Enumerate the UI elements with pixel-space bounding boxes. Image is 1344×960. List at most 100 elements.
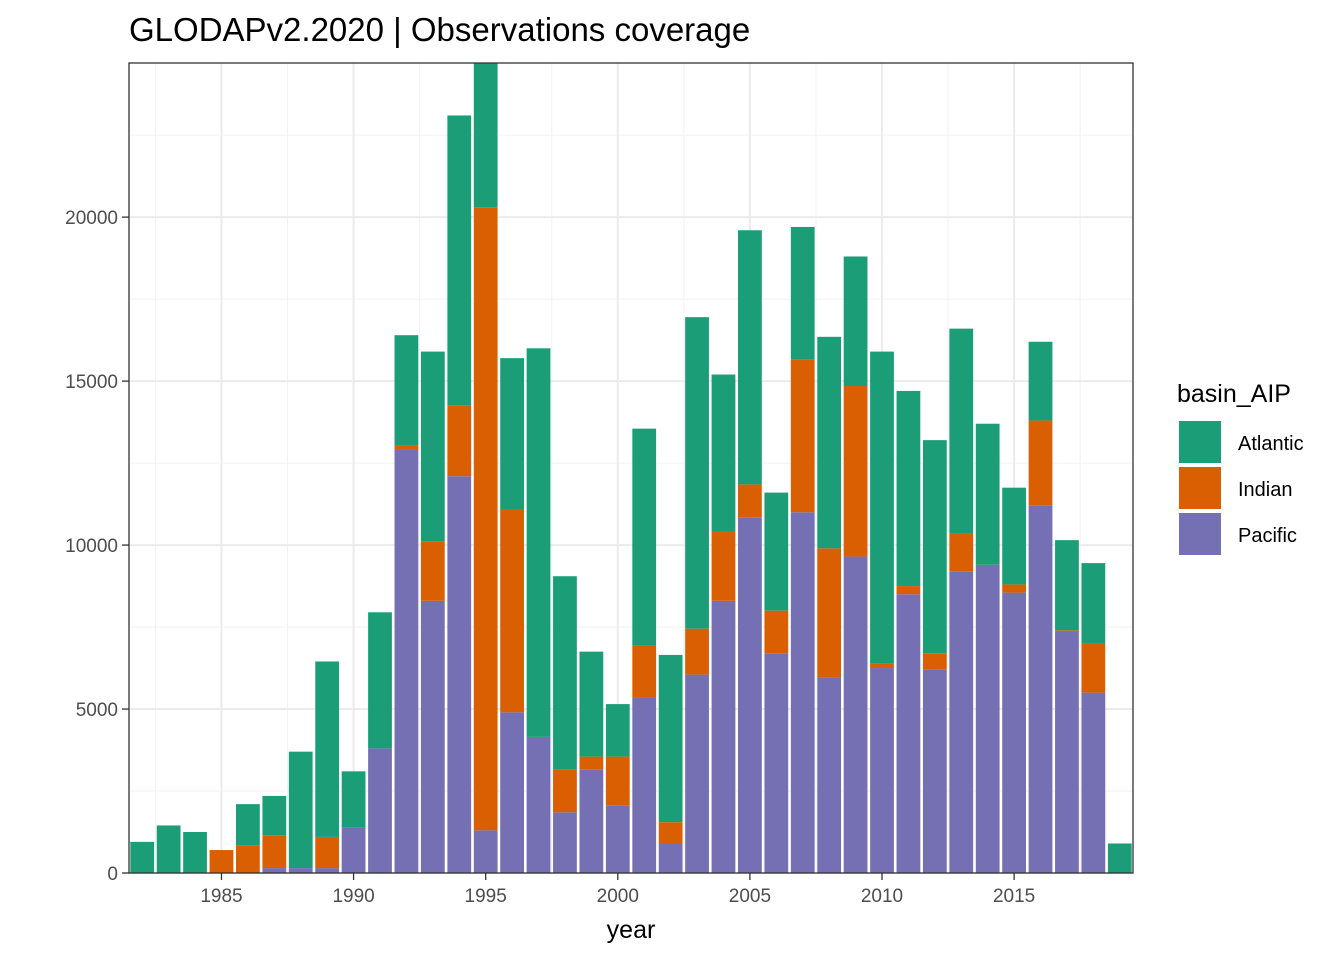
bar-pacific-1989	[315, 868, 340, 873]
bar-indian-2005	[738, 484, 762, 518]
bar-pacific-1993	[420, 600, 445, 873]
bar-pacific-1994	[447, 476, 472, 873]
bar-indian-1985	[209, 850, 234, 873]
bar-pacific-1991	[368, 748, 392, 873]
bar-pacific-1998	[553, 812, 577, 873]
bar-pacific-2014	[975, 564, 1000, 873]
legend-key-pacific	[1179, 513, 1221, 555]
bar-atlantic-2014	[975, 423, 1000, 565]
bar-atlantic-2001	[632, 428, 657, 646]
bar-pacific-2002	[658, 843, 683, 873]
bar-atlantic-2003	[685, 317, 709, 629]
bar-pacific-2017	[1055, 631, 1079, 873]
bar-pacific-1997	[526, 736, 551, 873]
bar-indian-1996	[500, 508, 524, 713]
legend: basin_AIP Atlantic Indian Pacific	[1177, 380, 1304, 555]
bar-atlantic-1992	[394, 335, 419, 446]
legend-label-atlantic: Atlantic	[1238, 433, 1304, 455]
y-tick-label: 0	[107, 864, 118, 885]
bar-pacific-1988	[288, 868, 313, 873]
x-tick-label: 2015	[993, 886, 1035, 907]
bar-pacific-2016	[1028, 505, 1053, 873]
bar-indian-1993	[420, 541, 445, 601]
x-tick-label: 1990	[332, 886, 374, 907]
bar-atlantic-1983	[156, 825, 181, 873]
bar-indian-1999	[579, 756, 604, 770]
bar-atlantic-2016	[1028, 341, 1053, 421]
bar-atlantic-2011	[896, 390, 921, 587]
bar-indian-2010	[870, 663, 894, 669]
bar-pacific-1987	[262, 868, 287, 873]
bar-atlantic-2013	[949, 328, 974, 534]
chart-title: GLODAPv2.2020 | Observations coverage	[129, 11, 750, 48]
bar-indian-2000	[605, 756, 630, 806]
bar-atlantic-1997	[526, 348, 551, 737]
bar-atlantic-2002	[658, 654, 683, 823]
bar-atlantic-2017	[1055, 540, 1079, 631]
bar-pacific-2000	[605, 805, 630, 873]
bar-indian-1992	[394, 445, 419, 450]
bar-pacific-2013	[949, 571, 974, 873]
bar-atlantic-1993	[420, 351, 445, 542]
bar-atlantic-2007	[790, 226, 815, 360]
bar-atlantic-2015	[1002, 487, 1026, 585]
bar-indian-2007	[790, 359, 815, 513]
bar-atlantic-1996	[500, 358, 524, 509]
bar-atlantic-2018	[1081, 563, 1106, 644]
bar-series	[130, 63, 1132, 873]
legend-label-indian: Indian	[1238, 479, 1293, 501]
y-tick-label: 10000	[65, 536, 118, 557]
bar-pacific-2015	[1002, 592, 1026, 873]
bar-pacific-2003	[685, 674, 709, 873]
bar-pacific-2001	[632, 697, 657, 873]
bar-atlantic-2005	[738, 230, 762, 485]
bar-indian-2009	[843, 386, 868, 557]
legend-label-pacific: Pacific	[1238, 525, 1297, 547]
bar-indian-1986	[236, 845, 260, 873]
bar-atlantic-1988	[288, 751, 313, 869]
bar-atlantic-1994	[447, 115, 472, 406]
bar-pacific-2007	[790, 512, 815, 873]
bar-atlantic-1986	[236, 804, 260, 846]
bar-atlantic-2004	[711, 374, 736, 532]
bar-atlantic-1998	[553, 576, 577, 770]
bar-pacific-1996	[500, 712, 524, 873]
bar-pacific-2010	[870, 668, 894, 873]
bar-pacific-2008	[817, 677, 842, 873]
bar-indian-1987	[262, 835, 287, 869]
y-axis: 0 5000 10000 15000 20000	[65, 208, 129, 885]
bar-indian-2002	[658, 822, 683, 844]
y-tick-label: 5000	[76, 700, 118, 721]
bar-atlantic-1987	[262, 795, 287, 836]
bar-pacific-2009	[843, 556, 868, 873]
bar-atlantic-2010	[870, 351, 894, 664]
bar-pacific-2004	[711, 600, 736, 873]
bar-atlantic-1990	[341, 771, 366, 828]
y-tick-label: 15000	[65, 372, 118, 393]
x-axis-title: year	[607, 916, 656, 944]
bar-indian-2013	[949, 533, 974, 572]
legend-key-indian	[1179, 467, 1221, 509]
bar-pacific-1990	[341, 827, 366, 873]
bar-pacific-1992	[394, 449, 419, 873]
x-axis: 1985 1990 1995 2000 2005 2010 2015	[200, 873, 1035, 907]
bar-pacific-2012	[922, 669, 947, 873]
legend-key-atlantic	[1179, 421, 1221, 463]
bar-indian-2001	[632, 645, 657, 698]
bar-indian-2006	[764, 610, 789, 654]
bar-pacific-2006	[764, 653, 789, 873]
x-tick-label: 2005	[729, 886, 771, 907]
bar-indian-2003	[685, 628, 709, 675]
bar-indian-1989	[315, 836, 340, 869]
bar-pacific-1999	[579, 769, 604, 873]
bar-pacific-2018	[1081, 692, 1106, 873]
bar-atlantic-1991	[368, 612, 392, 749]
bar-indian-2016	[1028, 420, 1053, 506]
bar-atlantic-2006	[764, 492, 789, 611]
bar-pacific-1995	[473, 830, 498, 873]
bar-atlantic-2019	[1107, 843, 1132, 873]
bar-atlantic-2000	[605, 704, 630, 757]
bar-indian-1998	[553, 769, 577, 813]
bar-indian-2012	[922, 653, 947, 670]
